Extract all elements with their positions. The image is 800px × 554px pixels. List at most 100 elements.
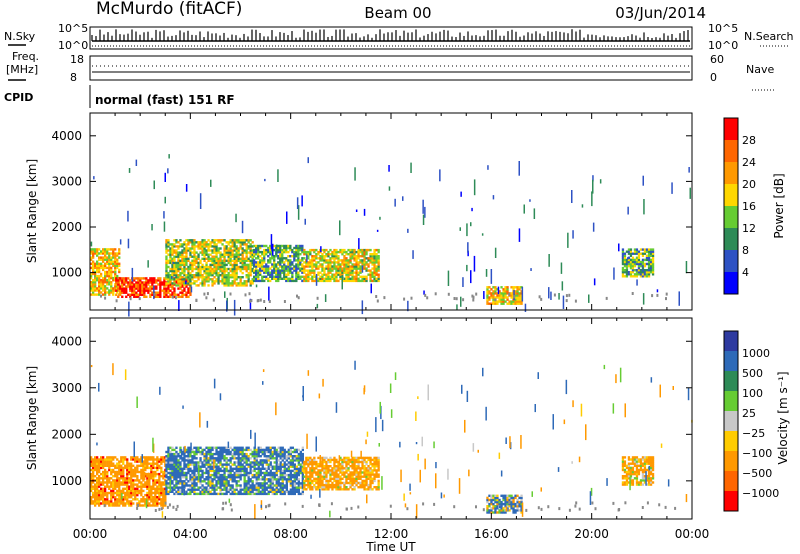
power-echo-cell xyxy=(502,288,505,291)
velocity-echo-cell xyxy=(205,450,208,454)
power-ground-scatter xyxy=(250,299,253,302)
power-echo-cell xyxy=(92,248,95,251)
velocity-echo-cell xyxy=(154,502,157,505)
velocity-echo-cell xyxy=(251,461,254,464)
power-echo-cell xyxy=(121,281,124,284)
velocity-echo-cell xyxy=(185,492,188,496)
power-echo-cell xyxy=(363,265,366,268)
velocity-echo-cell xyxy=(261,465,264,468)
velocity-echo-cell xyxy=(134,489,137,493)
velocity-echo-cell xyxy=(120,500,123,503)
velocity-echo-cell xyxy=(100,456,103,459)
power-echo-cell xyxy=(193,261,196,265)
velocity-echo-cell xyxy=(287,450,290,454)
velocity-echo-cell xyxy=(233,455,236,458)
velocity-echo-cell xyxy=(287,448,290,452)
power-echo-cell xyxy=(187,267,190,271)
velocity-echo-cell xyxy=(120,481,123,484)
power-echo-cell xyxy=(183,249,186,252)
power-sparse-echo xyxy=(376,229,379,232)
velocity-echo-cell xyxy=(299,467,302,470)
power-echo-cell xyxy=(94,264,97,267)
power-echo-cell xyxy=(335,273,338,276)
velocity-echo-cell xyxy=(108,462,111,465)
velocity-echo-cell xyxy=(321,481,324,485)
velocity-echo-cell xyxy=(183,467,186,470)
velocity-echo-cell xyxy=(257,492,260,496)
velocity-echo-cell xyxy=(317,456,320,460)
power-echo-cell xyxy=(225,282,228,285)
power-echo-cell xyxy=(277,263,280,266)
velocity-echo-cell xyxy=(291,473,294,477)
power-echo-cell xyxy=(195,257,198,260)
power-echo-cell xyxy=(201,239,204,242)
power-echo-cell xyxy=(114,272,117,276)
velocity-echo-cell xyxy=(283,455,286,458)
velocity-echo-cell xyxy=(229,461,232,464)
power-echo-cell xyxy=(249,245,252,248)
velocity-echo-cell xyxy=(301,452,304,456)
velocity-echo-cell xyxy=(150,498,153,501)
velocity-echo-cell xyxy=(152,477,155,480)
power-echo-cell xyxy=(635,269,639,272)
velocity-echo-cell xyxy=(205,446,208,449)
velocity-echo-cell xyxy=(209,457,212,460)
velocity-echo-cell xyxy=(195,461,198,464)
power-echo-cell xyxy=(185,259,188,262)
power-echo-cell xyxy=(363,261,366,264)
velocity-echo-cell xyxy=(96,481,99,484)
power-echo-cell xyxy=(223,257,226,260)
velocity-echo-cell xyxy=(295,471,298,475)
power-echo-cell xyxy=(201,241,204,244)
velocity-echo-cell xyxy=(160,491,163,495)
velocity-echo-cell xyxy=(114,498,117,501)
power-echo-cell xyxy=(277,246,280,250)
velocity-echo-cell xyxy=(92,481,95,484)
power-echo-cell xyxy=(520,290,523,293)
power-echo-cell xyxy=(623,252,627,255)
power-sparse-echo xyxy=(235,213,237,223)
power-echo-cell xyxy=(291,277,294,280)
velocity-echo-cell xyxy=(189,480,192,483)
power-echo-cell xyxy=(339,267,342,270)
power-echo-cell xyxy=(215,259,218,262)
power-echo-cell xyxy=(231,245,234,248)
velocity-echo-cell xyxy=(309,471,312,474)
power-echo-cell xyxy=(213,263,216,267)
power-echo-cell xyxy=(92,252,95,255)
power-echo-cell xyxy=(514,298,517,301)
velocity-echo-cell xyxy=(158,489,161,493)
velocity-echo-cell xyxy=(245,463,248,466)
power-echo-cell xyxy=(337,265,340,268)
power-echo-cell xyxy=(135,283,138,286)
velocity-echo-cell xyxy=(116,491,119,495)
velocity-echo-cell xyxy=(313,479,316,483)
velocity-echo-cell xyxy=(279,476,282,479)
power-echo-cell xyxy=(219,239,222,242)
power-sparse-echo xyxy=(361,300,364,315)
power-echo-cell xyxy=(319,255,322,258)
power-echo-cell xyxy=(231,239,234,242)
power-echo-cell xyxy=(135,285,138,288)
power-echo-cell xyxy=(319,277,322,280)
velocity-echo-cell xyxy=(309,481,312,485)
velocity-echo-cell xyxy=(205,492,208,496)
power-echo-cell xyxy=(155,279,158,282)
velocity-echo-cell xyxy=(106,493,109,497)
velocity-echo-cell xyxy=(309,473,312,476)
velocity-echo-cell xyxy=(124,491,127,495)
velocity-echo-cell xyxy=(271,486,274,489)
velocity-echo-cell xyxy=(261,482,264,485)
power-echo-cell xyxy=(185,245,188,248)
velocity-echo-cell xyxy=(120,483,123,486)
velocity-echo-cell xyxy=(315,473,318,476)
power-sparse-echo xyxy=(567,232,569,248)
power-echo-cell xyxy=(249,274,252,277)
velocity-echo-cell xyxy=(271,467,274,470)
velocity-echo-cell xyxy=(136,493,139,497)
velocity-echo-cell xyxy=(177,486,180,489)
power-echo-cell xyxy=(106,287,109,290)
velocity-echo-cell xyxy=(158,487,161,490)
velocity-echo-cell xyxy=(301,471,304,475)
velocity-echo-cell xyxy=(100,487,103,490)
